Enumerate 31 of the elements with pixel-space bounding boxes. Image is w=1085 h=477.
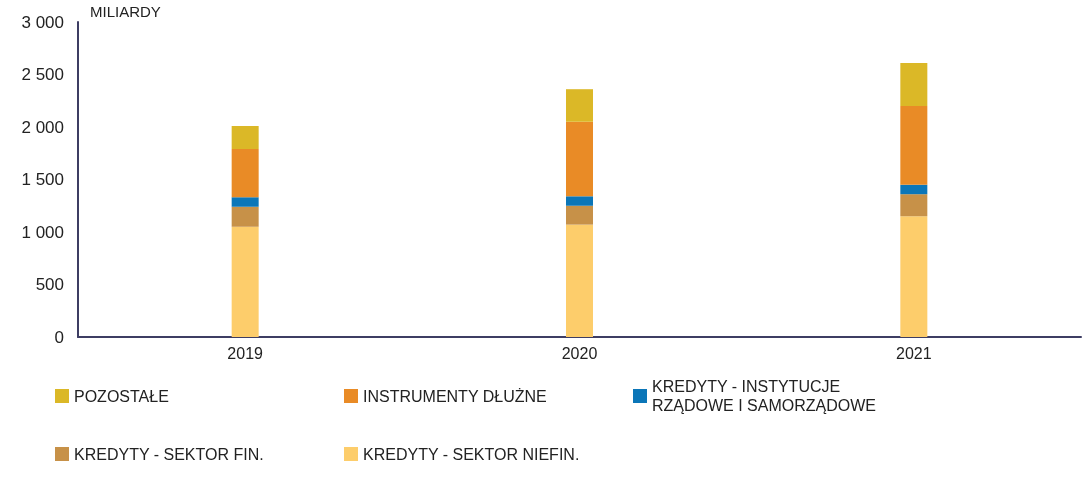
bar — [566, 121, 593, 197]
bar — [900, 106, 928, 185]
x-tick-label: 2020 — [561, 344, 598, 362]
bar — [566, 196, 593, 206]
x-tick-label: 2019 — [227, 344, 264, 362]
x-tick-label: 2021 — [896, 344, 932, 362]
bar — [900, 184, 928, 195]
legend-label: KREDYTY - SEKTOR NIEFIN. — [363, 445, 580, 463]
y-tick-label: 3 000 — [21, 12, 64, 32]
y-tick-label: 1 000 — [21, 222, 64, 242]
y-tick-label: 1 500 — [21, 170, 64, 189]
bar — [231, 149, 259, 198]
y-tick-label: 2 500 — [21, 65, 64, 84]
legend-label: POZOSTAŁE — [74, 387, 169, 405]
bar — [231, 125, 259, 150]
legend-label: INSTRUMENTY DŁUŻNE — [363, 386, 547, 405]
legend-label: KREDYTY - SEKTOR FIN. — [74, 445, 264, 463]
bar — [566, 224, 593, 337]
y-axis-title: MILIARDY — [90, 3, 161, 20]
y-tick-label: 500 — [35, 275, 64, 294]
bar — [231, 206, 259, 227]
bar — [231, 226, 259, 337]
bar — [566, 205, 593, 225]
bar — [900, 62, 928, 106]
bar — [900, 194, 928, 217]
y-tick-label: 2 000 — [21, 117, 64, 137]
bar — [900, 216, 928, 337]
y-tick-label: 0 — [54, 327, 64, 347]
bar — [566, 89, 593, 122]
bar — [231, 197, 259, 207]
legend-label: KREDYTY - INSTYTUCJE RZĄDOWE I SAMORZĄDOWE — [652, 378, 876, 414]
